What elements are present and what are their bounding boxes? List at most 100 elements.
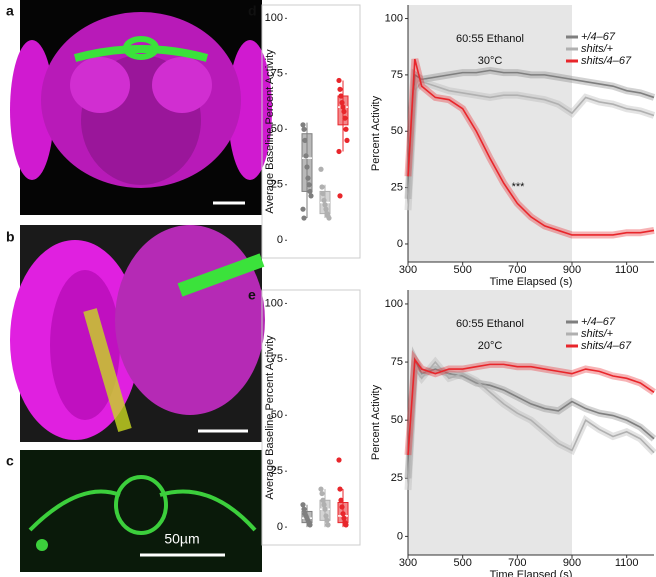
series-line: [407, 69, 655, 199]
annotation: ***: [512, 181, 526, 193]
point: [302, 137, 308, 143]
shaded-region: [408, 290, 572, 555]
x-tick-label: 500: [453, 264, 471, 276]
point: [318, 486, 324, 492]
point: [300, 502, 306, 508]
y-tick-label: 50: [271, 123, 283, 135]
point: [336, 457, 342, 463]
panel-label: e: [248, 287, 256, 303]
point: [301, 506, 307, 512]
point: [337, 486, 343, 492]
point: [300, 122, 306, 128]
panel-frame: [261, 4, 361, 259]
panel-frame: [261, 289, 361, 546]
point: [320, 191, 326, 197]
point: [342, 115, 348, 121]
point: [338, 93, 344, 99]
y-tick-label: 25: [391, 182, 403, 194]
micrograph-c: 50µm: [20, 450, 262, 572]
point: [320, 497, 326, 503]
shaded-region: [408, 5, 572, 262]
y-axis-label: Average Baseline Percent Activity: [264, 49, 276, 214]
point: [324, 517, 330, 523]
y-tick-label: 25: [391, 472, 403, 484]
point: [341, 108, 347, 115]
scale-label: 50µm: [164, 531, 199, 547]
y-tick-label: 75: [271, 68, 283, 80]
x-tick-label: 900: [563, 264, 581, 276]
chart-title: 60:55 Ethanol: [456, 33, 524, 45]
box: [301, 133, 313, 192]
point: [308, 193, 314, 199]
y-axis-label: Percent Activity: [370, 384, 382, 460]
series-line: [407, 356, 655, 479]
y-tick-label: 0: [397, 530, 403, 542]
point: [343, 522, 349, 528]
y-axis-label: Percent Activity: [370, 95, 382, 171]
legend-label: shits/4–67: [581, 340, 632, 352]
y-tick-label: 25: [271, 465, 283, 477]
y-tick-label: 100: [265, 12, 283, 24]
point: [322, 506, 328, 512]
point: [323, 206, 329, 212]
x-tick-label: 300: [399, 264, 417, 276]
series-line: [407, 58, 655, 236]
x-axis-label: Time Elapsed (s): [490, 569, 573, 577]
point: [301, 215, 307, 221]
point: [307, 522, 313, 528]
y-tick-label: 100: [265, 297, 283, 309]
point: [325, 522, 331, 528]
chart-subtitle: 30°C: [478, 55, 503, 67]
legend-label: shits/4–67: [581, 55, 632, 67]
point: [336, 77, 342, 84]
x-tick-label: 500: [453, 557, 471, 569]
y-tick-label: 75: [391, 69, 403, 81]
point: [319, 490, 325, 497]
x-tick-label: 300: [399, 557, 417, 569]
point: [336, 148, 342, 155]
point: [321, 197, 327, 203]
point: [300, 206, 306, 212]
series-line: [407, 360, 655, 490]
y-tick-label: 0: [397, 238, 403, 250]
y-tick-label: 50: [271, 409, 283, 421]
micrograph-b: [10, 225, 265, 442]
point: [304, 164, 310, 170]
x-tick-label: 1100: [615, 557, 639, 569]
legend-label: +/4–67: [581, 316, 616, 328]
y-tick-label: 50: [391, 125, 403, 137]
y-tick-label: 50: [391, 414, 403, 426]
y-tick-label: 75: [271, 353, 283, 365]
y-tick-label: 0: [277, 234, 283, 246]
series-line: [407, 80, 655, 211]
y-tick-label: 100: [385, 298, 403, 310]
point: [301, 126, 307, 132]
point: [339, 100, 345, 106]
point: [339, 504, 345, 510]
x-tick-label: 700: [508, 264, 526, 276]
point: [338, 497, 344, 503]
point: [306, 182, 312, 188]
legend-label: shits/+: [581, 328, 614, 340]
panel-label: d: [248, 3, 257, 19]
point: [321, 502, 327, 508]
chart-subtitle: 20°C: [478, 340, 503, 352]
point: [319, 184, 325, 190]
x-tick-label: 700: [508, 557, 526, 569]
y-tick-label: 0: [277, 521, 283, 533]
point: [337, 86, 343, 92]
y-tick-label: 25: [271, 179, 283, 191]
point: [322, 202, 328, 208]
point: [307, 188, 313, 195]
point: [341, 515, 347, 521]
x-axis-label: Time Elapsed (s): [490, 276, 573, 288]
point: [323, 513, 329, 519]
chart-title: 60:55 Ethanol: [456, 318, 524, 330]
point: [303, 153, 309, 159]
point: [340, 104, 346, 110]
point: [343, 126, 349, 132]
y-tick-label: 100: [385, 12, 403, 24]
panel-label: b: [6, 229, 15, 245]
panel-label: c: [6, 453, 14, 469]
